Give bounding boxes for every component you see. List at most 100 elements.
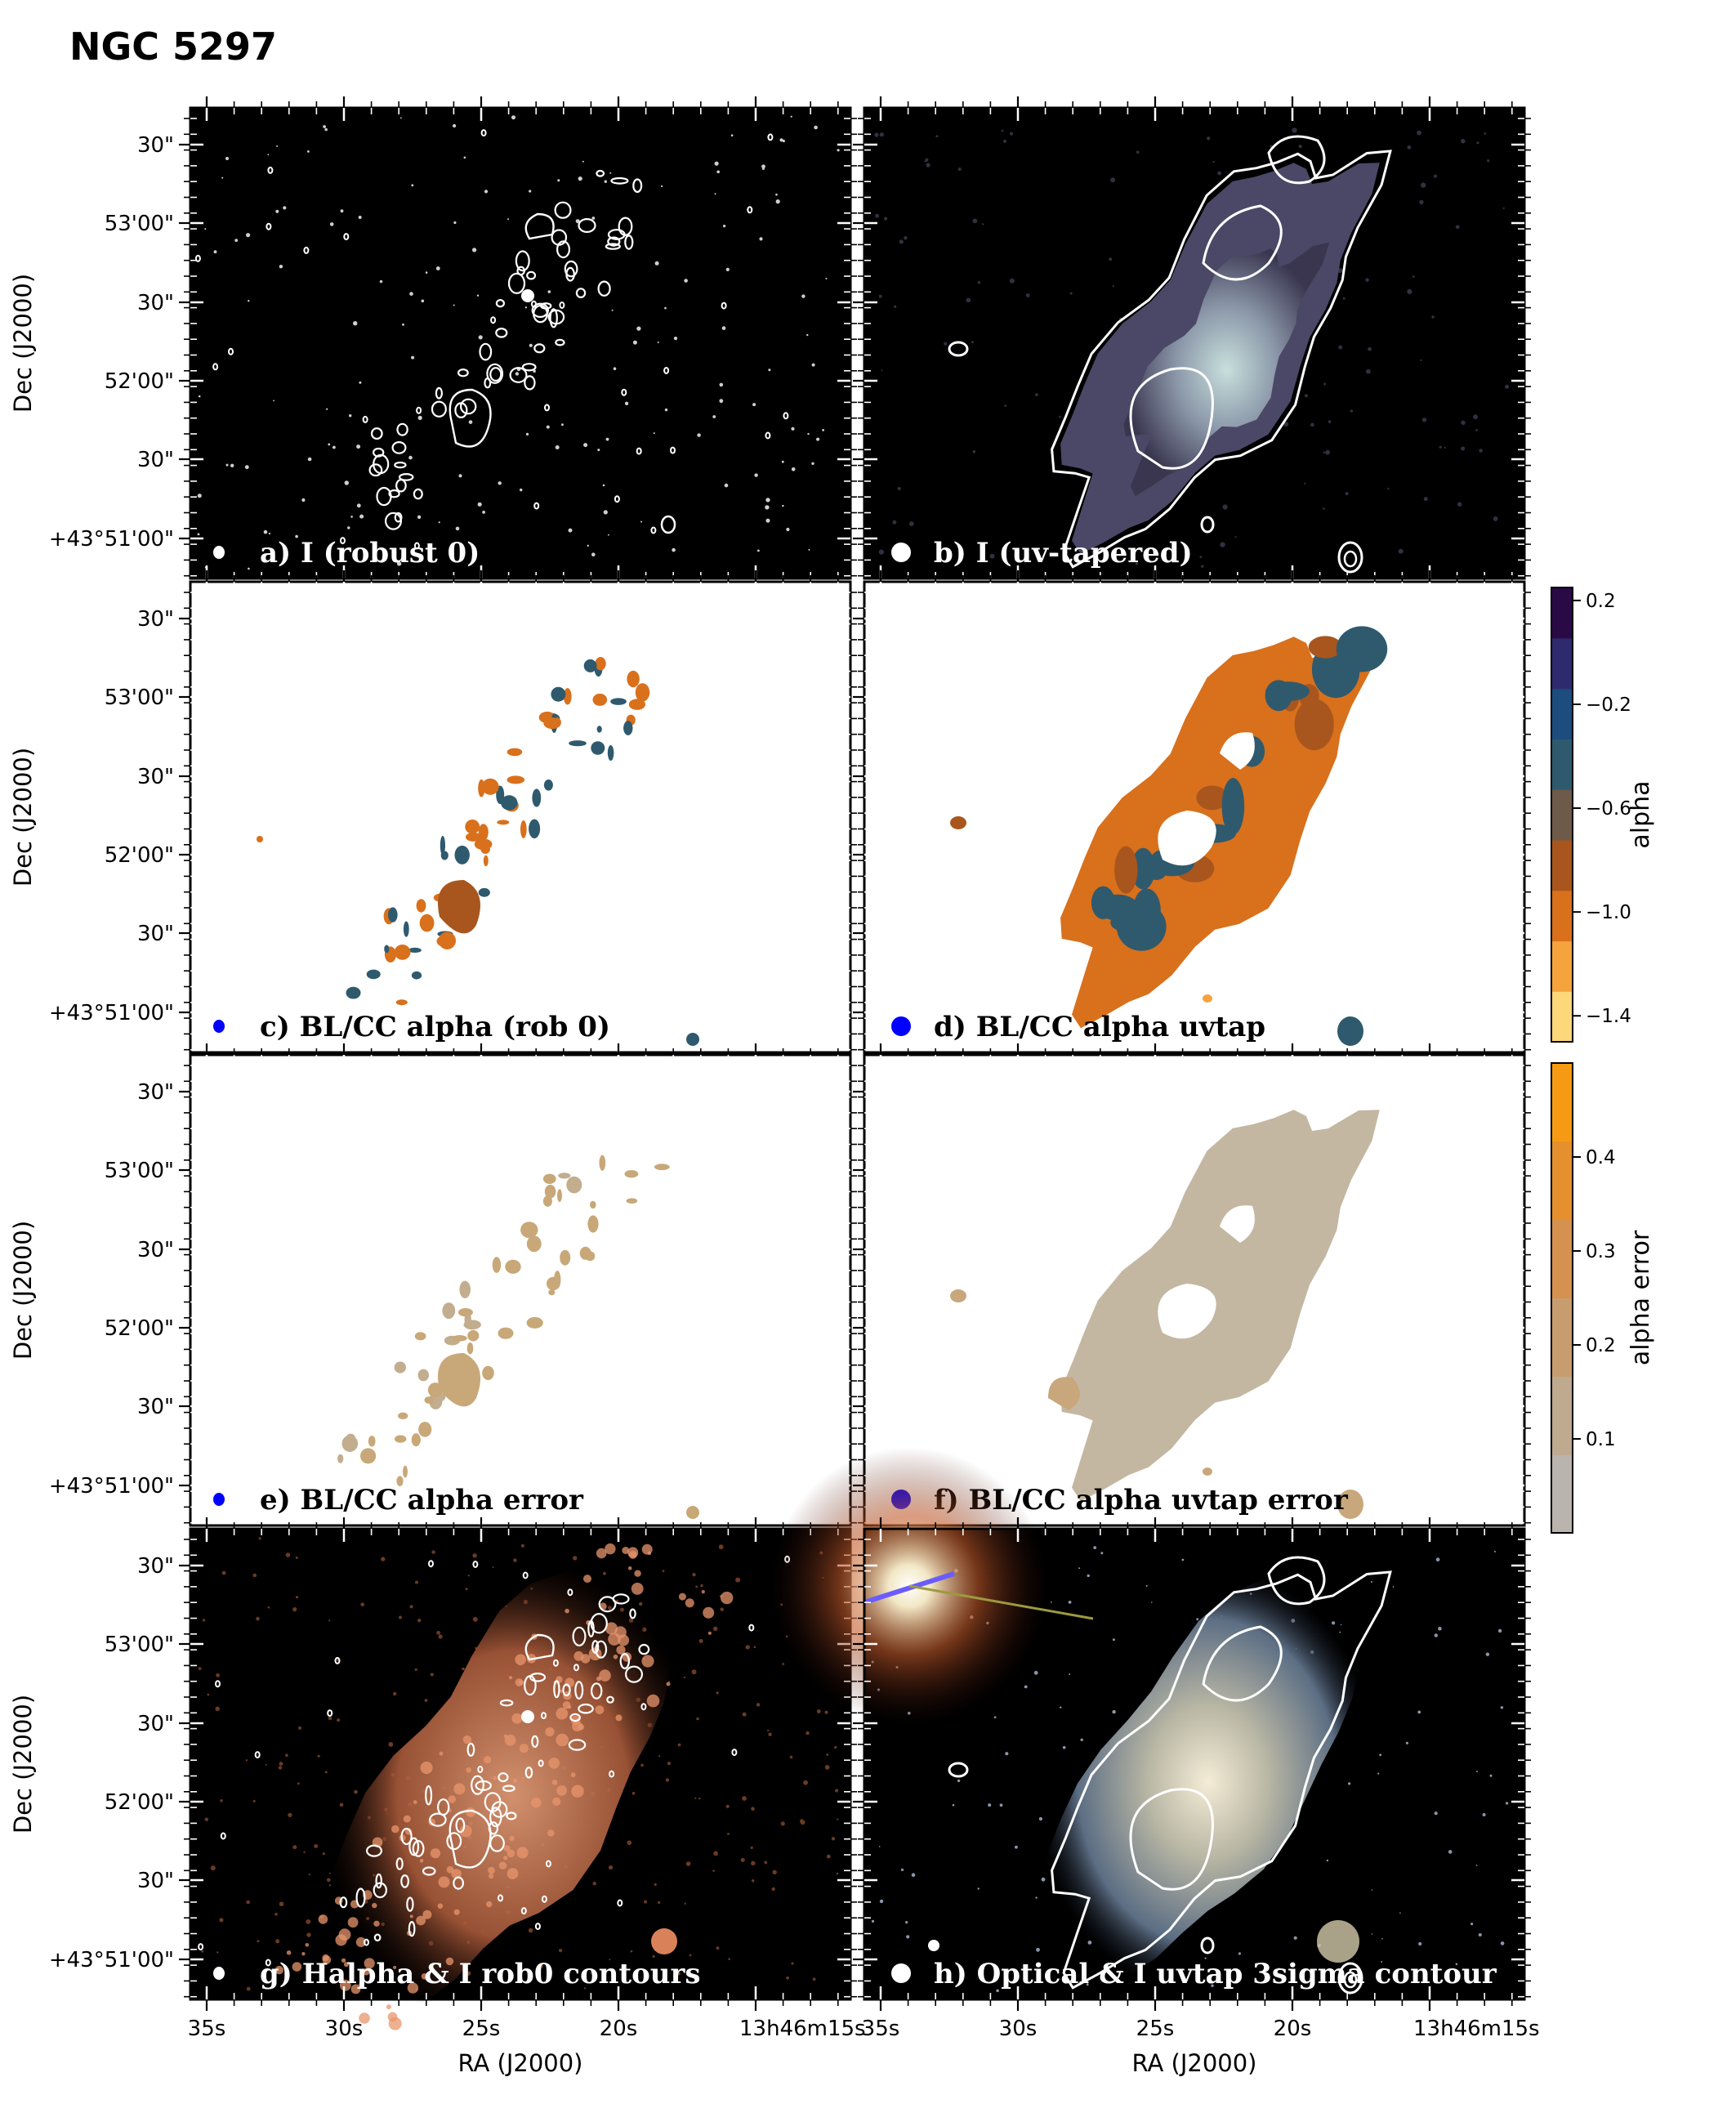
noise-speck [837, 149, 840, 152]
alpha-patch [346, 986, 361, 999]
contour [624, 235, 634, 250]
noise-speck [727, 1833, 730, 1835]
panel-f: f) BL/CC alpha uvtap error [853, 1043, 1531, 1537]
colorbar-alpha: 0.2 −0.2 −0.6 −1.0 −1.4 alpha [1551, 587, 1655, 1043]
contour-inner [1202, 1625, 1283, 1702]
contour [545, 1860, 551, 1868]
noise-speck [894, 305, 897, 308]
contour [572, 1626, 587, 1646]
contour [529, 1673, 547, 1682]
noise-speck [591, 552, 596, 556]
noise-speck [424, 1699, 428, 1702]
contour [400, 1827, 413, 1846]
contour [490, 316, 497, 324]
error-patch [482, 1365, 494, 1381]
colorbar-segment [1551, 1376, 1573, 1455]
noise-speck [1444, 446, 1447, 449]
contour [533, 343, 546, 354]
noise-speck [772, 1869, 777, 1874]
hii-region [519, 1744, 529, 1753]
noise-speck [780, 1821, 785, 1826]
noise-speck [275, 209, 279, 213]
error-patch [346, 1433, 355, 1443]
noise-speck [435, 266, 440, 270]
panel-label: c) BL/CC alpha (rob 0) [260, 1011, 610, 1043]
hii-region [420, 1761, 433, 1775]
noise-speck [201, 1950, 204, 1953]
noise-speck [1015, 1845, 1018, 1849]
contour [591, 1640, 600, 1654]
alpha-patch [436, 936, 452, 947]
contour [721, 302, 727, 310]
panel-d: d) BL/CC alpha uvtap [853, 570, 1531, 1064]
dec-tick-label: 30" [137, 922, 174, 946]
noise-speck [1407, 145, 1412, 150]
alpha-patch [596, 726, 602, 733]
noise-speck [1068, 1601, 1072, 1604]
contour [479, 342, 493, 361]
noise-speck [458, 474, 462, 478]
contour [541, 1895, 547, 1903]
noise-speck [1325, 449, 1330, 455]
noise-speck [225, 463, 229, 467]
noise-speck [578, 176, 582, 181]
contour [267, 166, 274, 174]
noise-speck [507, 218, 509, 221]
alpha-patch [563, 688, 572, 705]
noise-speck [529, 343, 533, 347]
noise-speck [714, 193, 716, 195]
contour [617, 1899, 623, 1907]
noise-speck [1475, 429, 1478, 431]
noise-speck [1145, 1584, 1148, 1587]
noise-speck [1412, 275, 1415, 278]
noise-speck [1502, 207, 1505, 209]
noise-speck [1220, 542, 1225, 547]
hii-region [286, 1950, 292, 1955]
panel-frame [189, 580, 852, 1054]
contour [425, 1785, 433, 1806]
noise-speck [1455, 225, 1460, 230]
dec-tick-label: 53'00" [105, 1159, 174, 1183]
dec-tick-label: 53'00" [105, 686, 174, 710]
contour [609, 1770, 615, 1778]
dec-tick-label: 30" [137, 291, 174, 315]
dec-tick-label: 30" [137, 1869, 174, 1893]
hii-region [462, 1735, 472, 1744]
noise-speck [742, 1712, 747, 1717]
contour [254, 1751, 261, 1759]
noise-speck [417, 1619, 422, 1623]
contour [495, 299, 506, 308]
dec-tick-label: 53'00" [105, 212, 174, 236]
alpha-patch [1132, 888, 1161, 932]
noise-speck [1419, 199, 1424, 205]
ra-tick-label: 25s [462, 2017, 501, 2041]
noise-speck [712, 1869, 715, 1872]
noise-speck [999, 1803, 1003, 1807]
noise-speck [697, 433, 701, 437]
error-patch [398, 1412, 408, 1420]
noise-speck [871, 1919, 875, 1923]
colorbar-alpha-error: 0.1 0.2 0.3 0.4 alpha error [1551, 1062, 1655, 1534]
noise-speck [1368, 346, 1372, 351]
noise-speck [246, 233, 251, 238]
noise-speck [204, 228, 207, 230]
noise-speck [245, 1759, 248, 1762]
contour [606, 1695, 614, 1704]
noise-speck [1433, 174, 1437, 178]
noise-speck [1207, 136, 1211, 141]
noise-speck [498, 481, 502, 485]
error-patch [626, 1198, 638, 1204]
noise-speck [1087, 1574, 1090, 1578]
noise-speck [359, 381, 362, 384]
noise-speck [627, 1840, 632, 1845]
alpha-patch [591, 741, 605, 755]
noise-speck [1457, 502, 1462, 507]
hii-region [373, 1920, 380, 1927]
noise-speck [379, 279, 383, 284]
noise-speck [1025, 293, 1030, 297]
field-star [928, 1940, 939, 1951]
noise-speck [826, 1753, 829, 1756]
noise-speck [602, 484, 605, 487]
noise-speck [1080, 1738, 1083, 1741]
noise-speck [484, 190, 489, 194]
